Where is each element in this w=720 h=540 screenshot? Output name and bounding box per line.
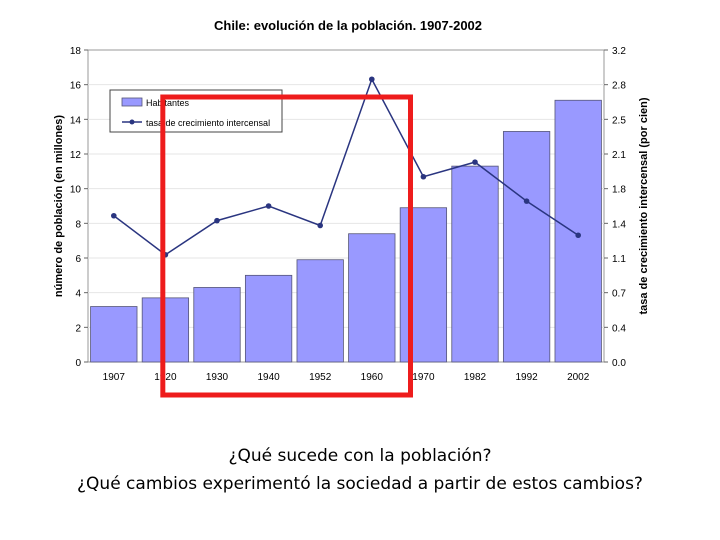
y2-tick-label: 1.8 [612, 185, 626, 196]
y2-tick-label: 0.4 [612, 323, 626, 334]
x-tick-label: 1970 [412, 372, 435, 383]
question-population: ¿Qué sucede con la población? [228, 446, 492, 466]
x-tick-label: 1940 [257, 372, 280, 383]
y2-tick-label: 2.5 [612, 115, 626, 126]
question-society-changes: ¿Qué cambios experimentó la sociedad a p… [77, 474, 643, 494]
y2-tick-label: 1.1 [612, 254, 626, 265]
bar-series [90, 99, 602, 363]
y-tick-label: 14 [70, 115, 82, 126]
y-tick-label: 2 [75, 323, 81, 334]
y2-axis-label: tasa de crecimiento intercensal (por cie… [638, 97, 650, 314]
point-1930 [214, 217, 220, 224]
bar-1960 [348, 233, 396, 363]
legend-line-marker [129, 119, 135, 125]
legend-bar-label: Habitantes [146, 98, 190, 108]
bar-1930 [193, 287, 241, 363]
y-tick-label: 0 [75, 358, 81, 369]
y-tick-label: 16 [70, 81, 82, 92]
point-1982 [472, 159, 478, 165]
bar-1940 [244, 274, 293, 363]
y-tick-label: 8 [75, 219, 81, 230]
bar-1907 [90, 306, 138, 363]
chart-title: Chile: evolución de la población. 1907-2… [214, 18, 482, 33]
x-tick-label: 1952 [309, 372, 332, 383]
x-tick-label: 1960 [361, 372, 384, 383]
axes: 0 2 4 6 8 10 12 14 16 18 0.0 0.4 0.7 1.1 1.4 1.8 2.1 2.5 2… [70, 46, 626, 383]
point-1940 [265, 203, 272, 209]
y2-tick-label: 1.4 [612, 219, 626, 230]
x-tick-label: 1992 [515, 372, 538, 383]
highlight-box [160, 94, 413, 398]
y2-tick-label: 2.1 [612, 150, 626, 161]
point-1907 [111, 212, 117, 219]
x-tick-label: 1920 [154, 372, 177, 383]
bar-1952 [296, 259, 344, 363]
y-tick-label: 10 [70, 185, 82, 196]
x-tick-label: 1930 [206, 372, 229, 383]
y-tick-label: 18 [70, 46, 82, 57]
bar-1992 [502, 131, 551, 363]
line-series [111, 76, 581, 258]
x-tick-label: 2002 [567, 372, 590, 383]
point-1970 [420, 173, 427, 180]
bar-1970 [399, 207, 448, 363]
bar-2002 [554, 99, 602, 363]
x-tick-label: 1907 [103, 372, 126, 383]
legend-bar-swatch [121, 97, 143, 107]
population-chart: Chile: evolución de la población. 1907-2… [53, 18, 650, 398]
y-tick-label: 4 [75, 289, 81, 300]
y2-tick-label: 2.8 [612, 81, 626, 92]
legend-line-label: tasa de crecimiento intercensal [146, 118, 270, 128]
x-tick-label: 1982 [464, 372, 487, 383]
y-axis-label: número de población (en millones) [53, 115, 65, 297]
bar-1920 [141, 297, 190, 363]
bar-1982 [451, 165, 499, 363]
point-1960 [369, 76, 375, 83]
point-2002 [575, 232, 581, 239]
y-tick-label: 12 [70, 150, 82, 161]
y2-tick-label: 3.2 [612, 46, 626, 57]
y2-tick-label: 0.0 [612, 358, 626, 369]
y2-tick-label: 0.7 [612, 289, 626, 300]
growth-rate-line [113, 77, 579, 256]
point-1952 [317, 222, 324, 229]
point-1992 [523, 198, 530, 204]
y-tick-label: 6 [75, 254, 81, 265]
